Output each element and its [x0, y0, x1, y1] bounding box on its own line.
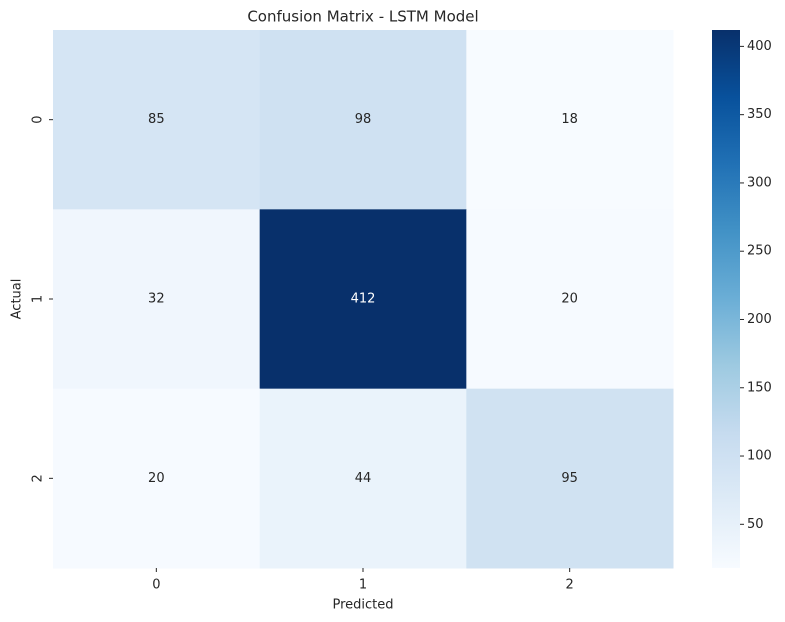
cell-label: 44 — [355, 471, 372, 486]
heatmap-cell — [466, 209, 674, 390]
cell-label: 85 — [148, 112, 165, 127]
cell-label: 98 — [355, 112, 372, 127]
cell-label: 20 — [561, 292, 578, 307]
colorbar-tick-label: 350 — [747, 107, 772, 122]
colorbar-tick-label: 400 — [747, 39, 772, 54]
colorbar-tick-label: 300 — [747, 175, 772, 190]
colorbar-tick-label: 200 — [747, 312, 772, 327]
cell-label: 32 — [148, 292, 165, 307]
heatmap-cell — [53, 388, 261, 569]
y-axis-label: Actual — [10, 279, 25, 320]
heatmap-cell — [53, 209, 261, 390]
heatmap-cell — [259, 388, 467, 569]
colorbar-tick-label: 100 — [747, 449, 772, 464]
heatmap-cell — [259, 209, 467, 390]
heatmap-cell — [466, 30, 674, 210]
cell-label: 412 — [351, 292, 376, 307]
colorbar-tick-label: 150 — [747, 380, 772, 395]
heatmap-cell — [53, 30, 261, 210]
colorbar — [712, 30, 740, 568]
colorbar-tick-label: 250 — [747, 244, 772, 259]
cell-label: 20 — [148, 471, 165, 486]
x-tick-label: 1 — [359, 578, 367, 593]
y-tick-label: 2 — [31, 474, 46, 482]
colorbar-tick-label: 50 — [747, 517, 764, 532]
heatmap-cell — [466, 388, 674, 569]
y-tick-label: 1 — [31, 295, 46, 303]
cell-label: 95 — [561, 471, 578, 486]
y-tick-label: 0 — [31, 116, 46, 124]
x-tick-label: 2 — [566, 578, 574, 593]
x-tick-label: 0 — [152, 578, 160, 593]
x-axis-label: Predicted — [332, 598, 393, 613]
chart-title: Confusion Matrix - LSTM Model — [247, 8, 478, 26]
heatmap-cell — [259, 30, 467, 210]
cell-label: 18 — [561, 112, 578, 127]
